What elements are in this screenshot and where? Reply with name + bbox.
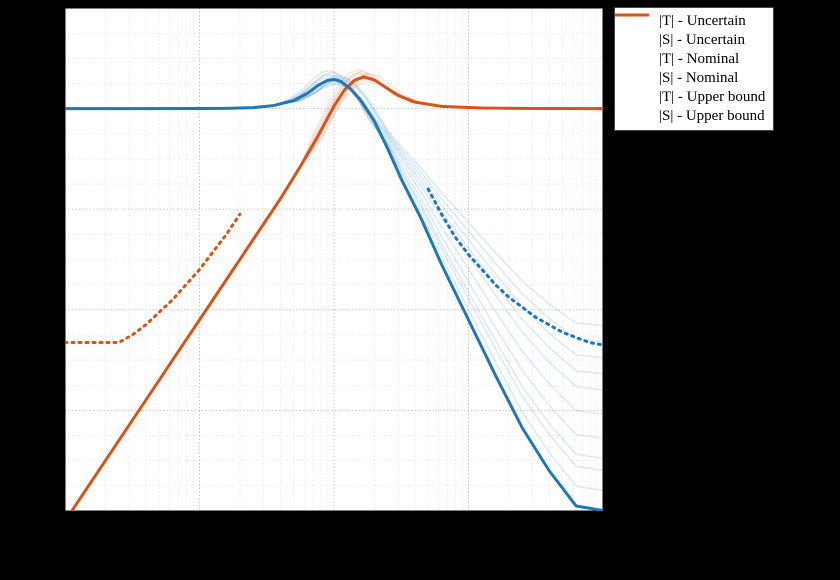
- legend-item: |S| - Upper bound: [619, 107, 765, 126]
- page-root: -80 -60 -40 -20 0 20 10-2 10-1 100 101 102 Magnitud…: [0, 0, 840, 580]
- legend-label: |T| - Upper bound: [659, 89, 765, 106]
- svg-text:-60: -60: [39, 402, 56, 417]
- legend-label: |S| - Uncertain: [659, 32, 745, 49]
- legend-item: |T| - Nominal: [619, 50, 765, 69]
- legend-label: |S| - Upper bound: [659, 108, 765, 125]
- svg-text:102: 102: [594, 518, 612, 534]
- svg-text:20: 20: [43, 0, 56, 15]
- svg-text:-40: -40: [39, 302, 56, 317]
- legend-label: |T| - Uncertain: [659, 13, 746, 30]
- legend-item: |T| - Upper bound: [619, 88, 765, 107]
- svg-text:10-1: 10-1: [189, 518, 210, 534]
- svg-text:10-2: 10-2: [55, 518, 76, 534]
- svg-text:Magnitude [dB]: Magnitude [dB]: [8, 211, 24, 307]
- svg-text:100: 100: [325, 518, 343, 534]
- legend: |T| - Uncertain |S| - Uncertain |T| - Nomi…: [614, 7, 774, 131]
- legend-label: |T| - Nominal: [659, 51, 739, 68]
- svg-text:-20: -20: [39, 201, 56, 216]
- legend-item: |S| - Nominal: [619, 69, 765, 88]
- svg-text:0: 0: [50, 101, 57, 116]
- svg-text:101: 101: [460, 518, 478, 534]
- legend-item: |S| - Uncertain: [619, 31, 765, 50]
- legend-label: |S| - Nominal: [659, 70, 738, 87]
- svg-text:-80: -80: [39, 503, 56, 518]
- svg-text:Frequency [Hz]: Frequency [Hz]: [287, 541, 382, 557]
